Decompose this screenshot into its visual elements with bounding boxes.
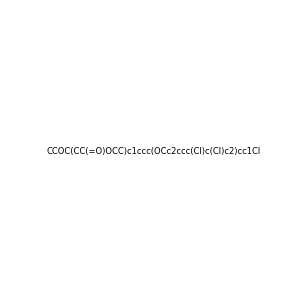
Text: CCOC(CC(=O)OCC)c1ccc(OCc2ccc(Cl)c(Cl)c2)cc1Cl: CCOC(CC(=O)OCC)c1ccc(OCc2ccc(Cl)c(Cl)c2)…: [46, 147, 261, 156]
